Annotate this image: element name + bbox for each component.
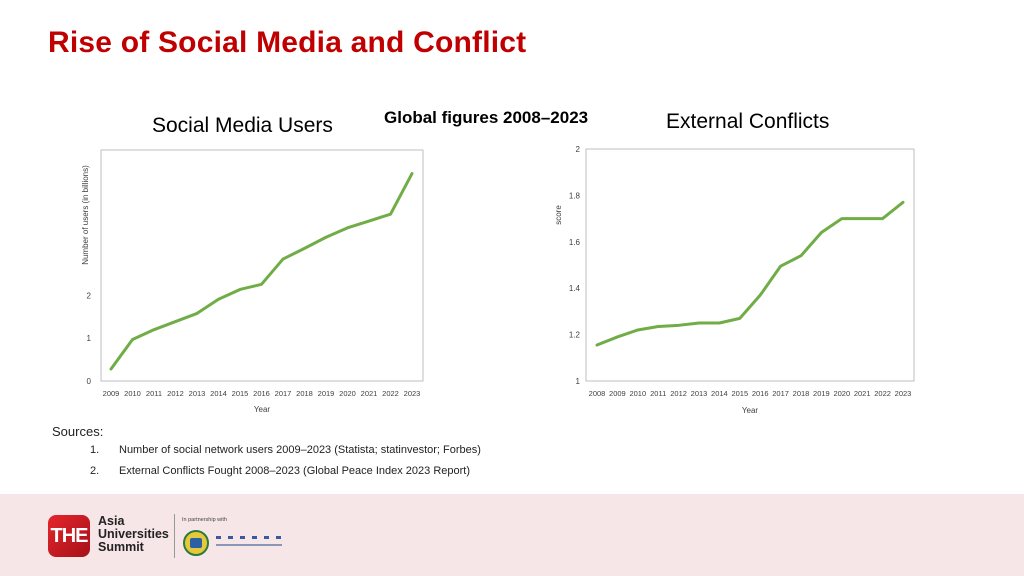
chart-title-conflicts: External Conflicts (666, 110, 830, 133)
x-tick-label: 2021 (361, 389, 378, 398)
x-tick-label: 2020 (833, 389, 850, 398)
x-tick-label: 2021 (854, 389, 871, 398)
partner-university-subtitle-logo (216, 544, 282, 546)
summit-line: Asia (98, 514, 125, 528)
x-tick-label: 2009 (103, 389, 120, 398)
source-item: 2. External Conflicts Fought 2008–2023 (… (90, 465, 481, 486)
series-line (595, 200, 905, 347)
y-tick-label: 1.2 (569, 331, 581, 340)
x-tick-label: 2012 (167, 389, 184, 398)
source-text: External Conflicts Fought 2008–2023 (Glo… (119, 465, 470, 477)
source-text: Number of social network users 2009–2023… (119, 444, 481, 456)
summit-name: Asia Universities Summit (98, 515, 169, 554)
x-tick-label: 2013 (189, 389, 206, 398)
x-tick-label: 2011 (146, 389, 162, 398)
x-tick-label: 2017 (275, 389, 292, 398)
partner-label: In partnership with (182, 517, 227, 523)
x-tick-label: 2013 (691, 389, 708, 398)
x-tick-label: 2015 (232, 389, 249, 398)
x-tick-label: 2009 (609, 389, 626, 398)
y-tick-label: 1.6 (569, 238, 581, 247)
x-tick-label: 2015 (731, 389, 748, 398)
x-tick-label: 2010 (629, 389, 646, 398)
plot-area-frame (100, 149, 424, 382)
the-logo: THE (48, 515, 90, 557)
x-tick-label: 2020 (339, 389, 356, 398)
x-tick-label: 2017 (772, 389, 789, 398)
x-tick-label: 2018 (793, 389, 810, 398)
partner-university-emblem-icon (183, 530, 209, 556)
x-tick-label: 2016 (253, 389, 270, 398)
source-number: 1. (90, 444, 100, 456)
x-tick-label: 2012 (670, 389, 687, 398)
source-item: 1. Number of social network users 2009–2… (90, 444, 481, 465)
summit-line: Universities (98, 527, 169, 541)
x-tick-label: 2010 (124, 389, 141, 398)
y-axis-label: Number of users (in billions) (81, 165, 90, 265)
partner-university-name-logo (216, 536, 282, 539)
footer-band (0, 494, 1024, 576)
x-axis-label: Year (742, 406, 759, 415)
x-tick-label: 2022 (382, 389, 399, 398)
x-tick-label: 2014 (711, 389, 728, 398)
y-tick-label: 1.4 (569, 284, 581, 293)
x-tick-label: 2014 (210, 389, 227, 398)
x-tick-label: 2019 (318, 389, 335, 398)
x-axis-label: Year (254, 405, 271, 414)
y-tick-label: 1 (576, 377, 581, 386)
sources-list: 1. Number of social network users 2009–2… (90, 444, 481, 486)
sources-heading: Sources: (52, 424, 104, 439)
y-tick-label: 2 (576, 145, 581, 154)
x-tick-label: 2016 (752, 389, 769, 398)
x-tick-label: 2023 (404, 389, 421, 398)
plot-area-frame (585, 148, 915, 382)
x-tick-label: 2018 (296, 389, 313, 398)
chart-title-social-media: Social Media Users (152, 114, 333, 137)
x-tick-label: 2022 (874, 389, 891, 398)
y-tick-label: 1.8 (569, 191, 581, 200)
slide-subtitle: Global figures 2008–2023 (384, 108, 589, 127)
summit-line: Summit (98, 540, 144, 554)
chart-social-media-users: 0 1 2 2009 2010 2011 2012 2013 2014 2015 2016 2017 2… (81, 149, 424, 414)
y-axis-label: score (554, 205, 563, 225)
source-number: 2. (90, 465, 100, 477)
series-line (109, 172, 414, 371)
x-tick-label: 2023 (895, 389, 912, 398)
x-tick-label: 2011 (650, 389, 666, 398)
x-tick-label: 2008 (589, 389, 606, 398)
footer-divider (174, 514, 175, 558)
y-tick-label: 1 (87, 334, 92, 343)
x-tick-label: 2019 (813, 389, 830, 398)
y-tick-label: 0 (87, 377, 92, 386)
slide-title: Rise of Social Media and Conflict (48, 26, 527, 59)
y-tick-label: 2 (87, 291, 92, 300)
